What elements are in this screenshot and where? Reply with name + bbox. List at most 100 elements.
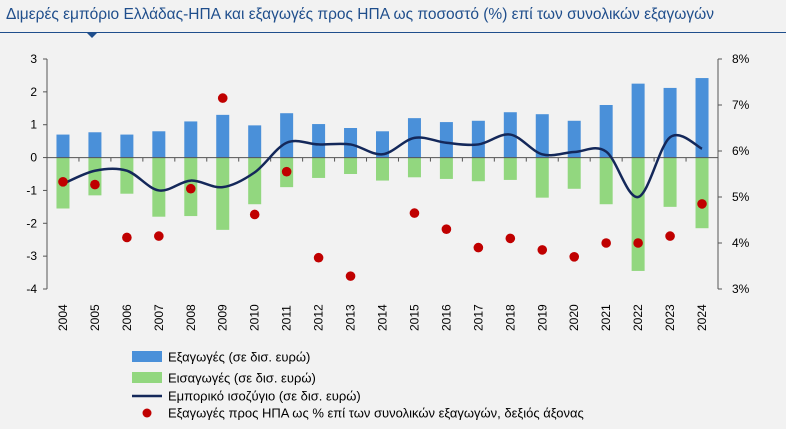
bar-imports <box>599 157 613 205</box>
x-tick-label: 2021 <box>599 304 613 331</box>
trade-balance-line <box>62 133 703 199</box>
bar-imports <box>88 157 102 196</box>
x-tick-label: 2019 <box>535 304 549 331</box>
bar-imports <box>471 157 485 182</box>
bar-exports <box>663 87 677 158</box>
x-tick-label: 2012 <box>312 304 326 331</box>
bar-exports <box>535 114 549 158</box>
x-tick-label: 2017 <box>471 304 485 331</box>
bar-exports <box>695 78 709 158</box>
bar-exports <box>567 120 581 158</box>
y-tick-label: -3 <box>26 249 37 263</box>
bar-imports <box>216 157 230 230</box>
legend-label: Εμπορικό ισοζύγιο (σε δισ. ευρώ) <box>168 389 361 404</box>
bar-imports <box>631 157 645 271</box>
share-marker <box>601 238 611 248</box>
legend-swatch-imports <box>132 372 162 383</box>
x-tick-label: 2008 <box>184 304 198 331</box>
share-marker <box>441 224 452 234</box>
share-marker <box>90 179 100 190</box>
y2-tick-label: 6% <box>732 144 750 158</box>
share-marker <box>313 252 324 263</box>
y-tick-label: 1 <box>30 118 37 132</box>
y2-tick-label: 5% <box>732 190 750 204</box>
share-marker <box>58 177 68 187</box>
legend-label: Εισαγωγές (σε δισ. ευρώ) <box>168 371 316 386</box>
y-tick-label: 3 <box>30 52 37 66</box>
bar-exports <box>280 113 294 158</box>
x-tick-label: 2014 <box>376 304 390 331</box>
title-notch-marker <box>86 32 98 38</box>
y2-tick-label: 3% <box>732 282 750 296</box>
bar-imports <box>407 157 421 178</box>
y-tick-label: -4 <box>26 282 37 296</box>
legend-label: Εξαγωγές προς ΗΠΑ ως % επί των συνολικών… <box>168 406 584 421</box>
bar-imports <box>663 157 677 207</box>
title-divider <box>0 32 786 33</box>
bar-imports <box>567 157 581 189</box>
legend-swatch-share <box>142 408 152 418</box>
bar-imports <box>439 157 453 179</box>
share-marker <box>569 251 580 262</box>
bar-imports <box>376 157 389 181</box>
bar-exports <box>631 83 645 158</box>
legend-swatch-exports <box>132 351 162 362</box>
bar-imports <box>312 157 326 178</box>
bar-imports <box>152 157 166 217</box>
y-tick-label: -1 <box>26 183 37 197</box>
x-tick-label: 2015 <box>407 304 421 331</box>
x-tick-label: 2018 <box>503 304 517 331</box>
bar-exports <box>56 134 70 158</box>
share-marker <box>473 242 484 253</box>
y-tick-label: 0 <box>30 151 37 165</box>
chart-title: Διμερές εμπόριο Ελλάδας-ΗΠΑ και εξαγωγές… <box>6 6 714 23</box>
x-tick-label: 2016 <box>439 304 453 331</box>
bar-exports <box>216 114 230 158</box>
x-tick-label: 2007 <box>152 304 166 331</box>
legend-label: Εξαγωγές (σε δισ. ευρώ) <box>168 350 310 365</box>
y2-tick-label: 7% <box>732 98 750 112</box>
bar-imports <box>695 157 709 229</box>
bar-exports <box>184 121 198 158</box>
x-tick-label: 2023 <box>663 304 677 331</box>
share-marker <box>154 231 164 241</box>
share-marker <box>281 166 292 177</box>
bar-imports <box>503 157 517 180</box>
bar-exports <box>376 131 389 158</box>
share-marker <box>409 208 420 218</box>
share-marker <box>697 199 707 209</box>
bar-imports <box>120 157 134 194</box>
plot-area: 3 2 1 0 -1 -2 -3 -4 8% 7% 6% 5% 4% 3% 2004 2005 2006 2007… <box>26 52 749 331</box>
bar-imports <box>248 157 262 205</box>
bar-exports <box>88 132 102 158</box>
share-marker <box>345 271 356 281</box>
bar-exports <box>248 125 262 158</box>
share-marker <box>505 233 516 244</box>
bar-exports <box>152 131 166 158</box>
x-tick-label: 2020 <box>567 304 581 331</box>
bar-exports <box>471 120 485 158</box>
share-marker <box>122 232 132 243</box>
x-tick-label: 2006 <box>120 304 134 331</box>
share-marker <box>633 238 643 248</box>
x-tick-label: 2011 <box>280 305 294 331</box>
share-marker <box>665 231 675 241</box>
x-tick-label: 2013 <box>344 304 358 331</box>
y2-tick-label: 8% <box>732 52 750 66</box>
share-marker <box>249 209 260 220</box>
x-tick-label: 2024 <box>695 304 709 331</box>
bar-imports <box>535 157 549 198</box>
y-tick-label: 2 <box>30 85 37 99</box>
bar-imports <box>344 157 358 174</box>
bar-exports <box>439 122 453 158</box>
x-tick-label: 2010 <box>248 304 262 331</box>
x-tick-label: 2009 <box>216 304 230 331</box>
legend: Εξαγωγές (σε δισ. ευρώ) Εισαγωγές (σε δισ… <box>132 350 584 421</box>
share-marker <box>185 183 196 194</box>
x-tick-label: 2004 <box>56 304 70 331</box>
bar-exports <box>312 124 326 158</box>
x-tick-label: 2022 <box>631 304 645 331</box>
bar-exports <box>599 105 613 158</box>
bar-exports <box>120 134 134 158</box>
